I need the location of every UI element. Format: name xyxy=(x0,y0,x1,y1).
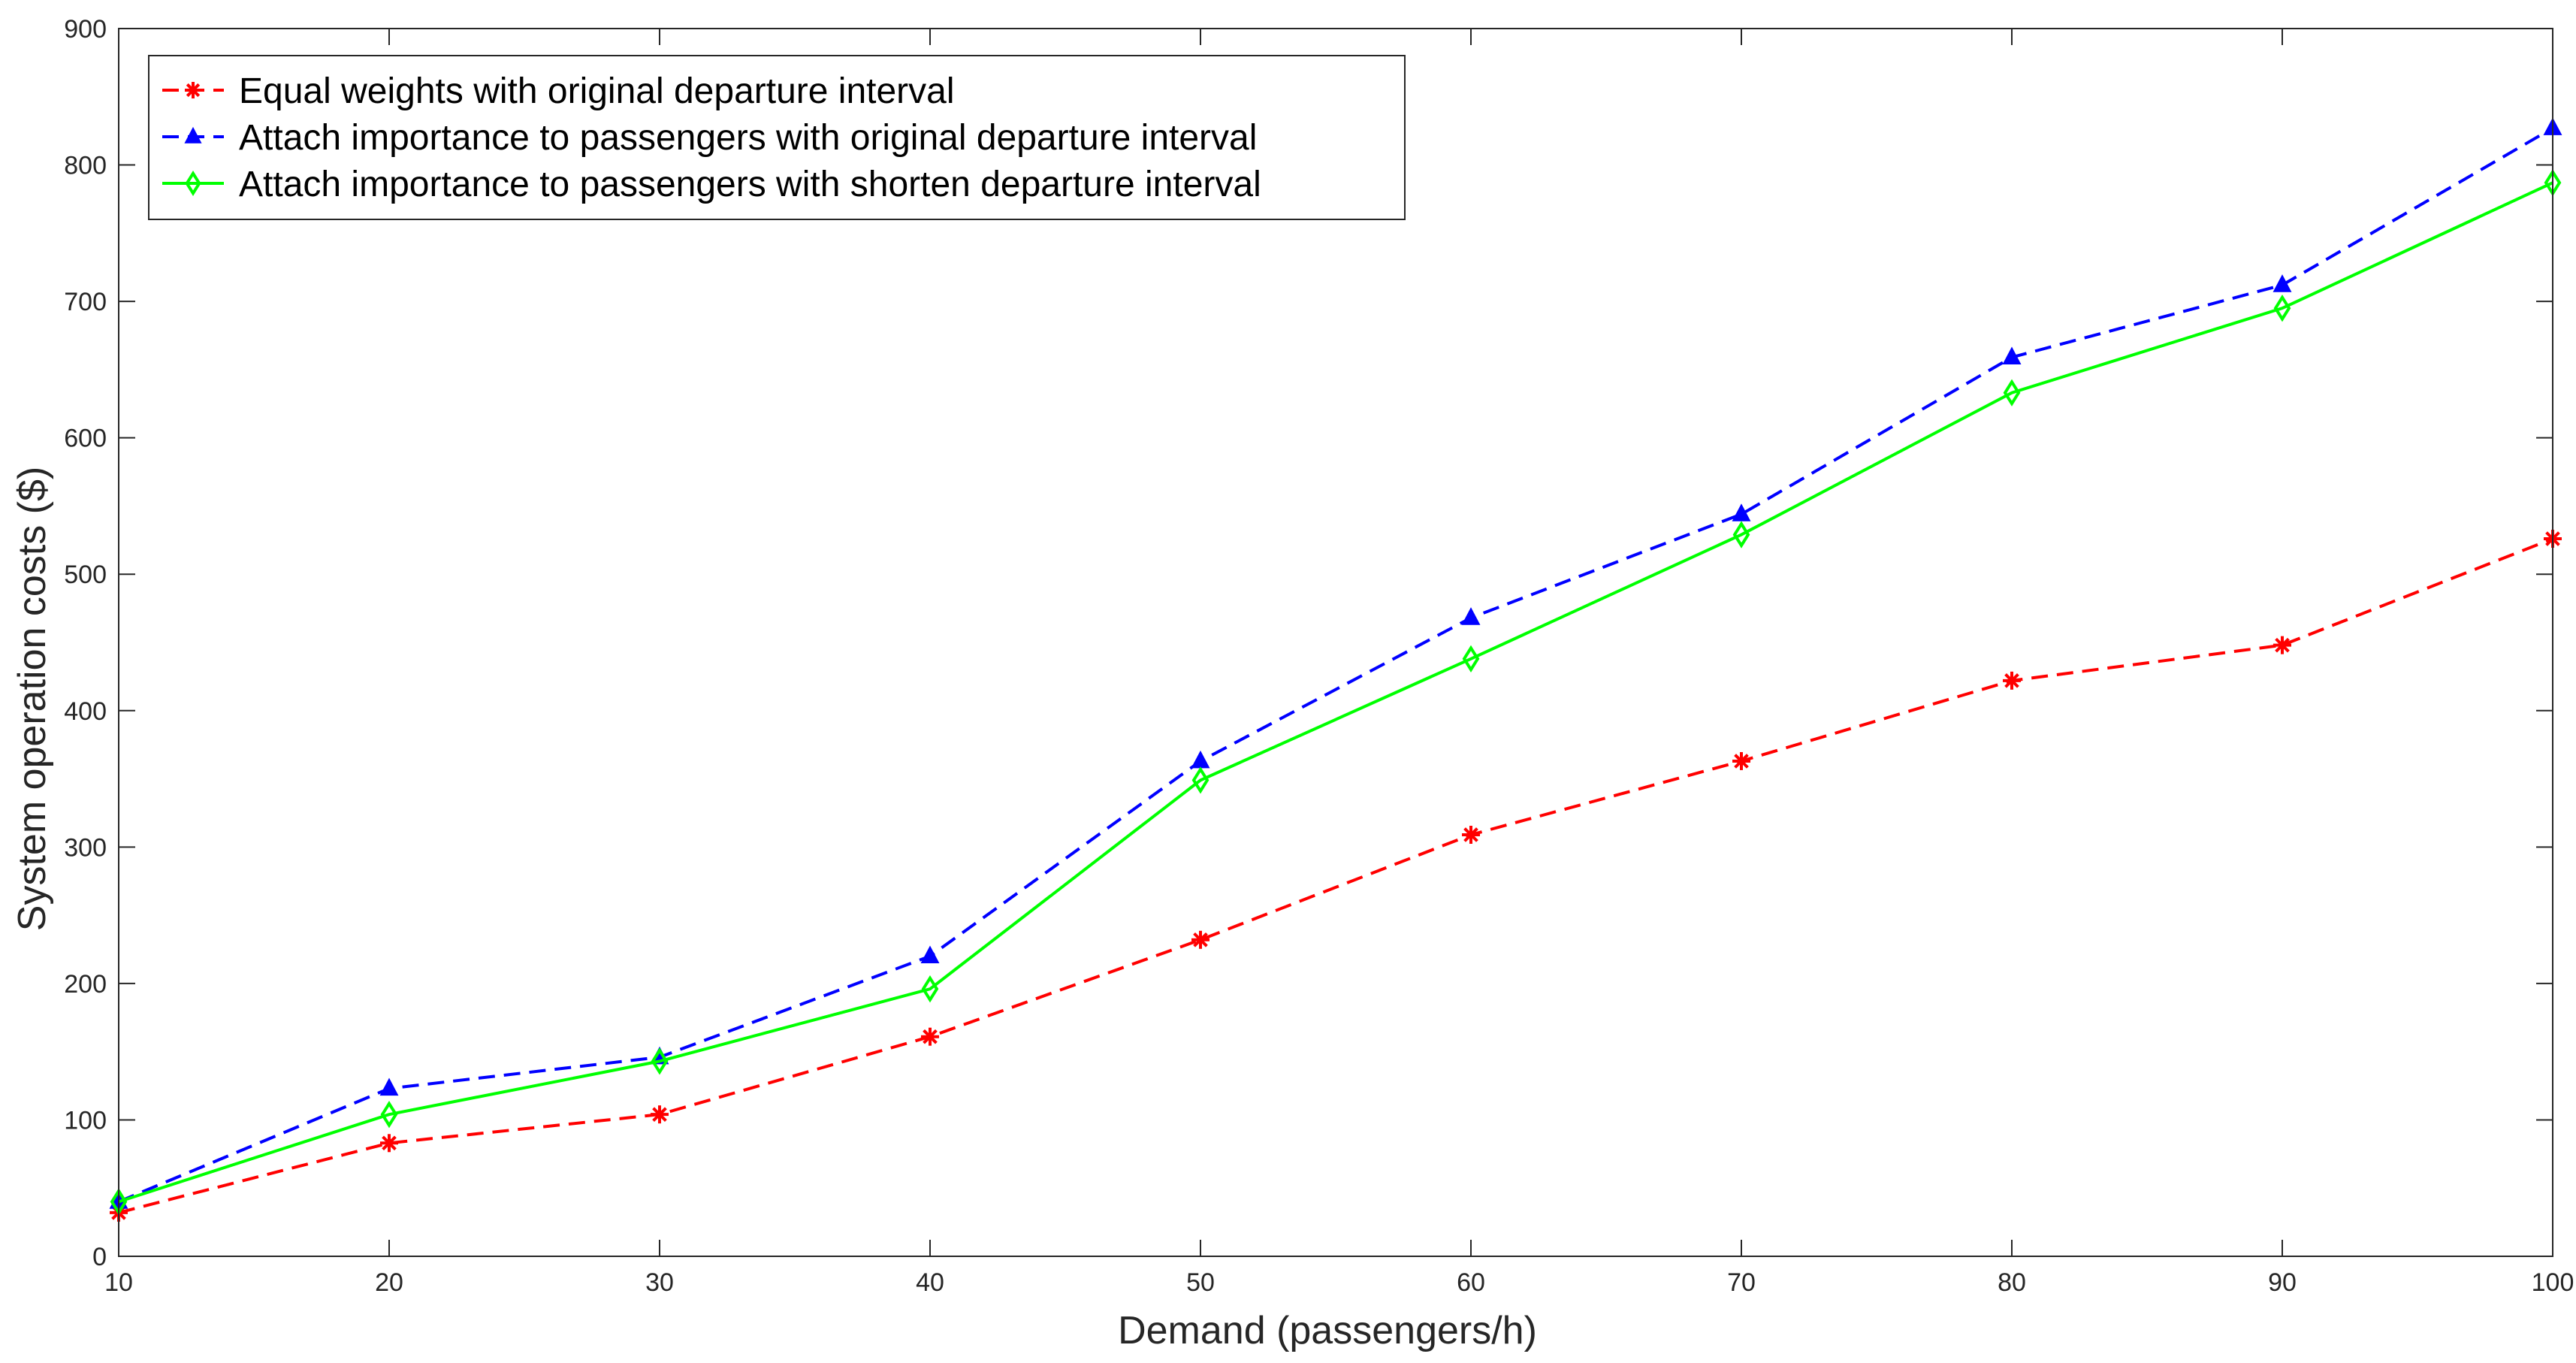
triangle-marker xyxy=(379,1077,399,1096)
diamond-marker xyxy=(185,171,201,196)
asterisk-marker xyxy=(2003,671,2021,690)
asterisk-marker xyxy=(2273,636,2291,654)
asterisk-marker xyxy=(380,1134,398,1153)
diamond-marker xyxy=(651,1047,669,1075)
y-tick-label: 900 xyxy=(64,15,107,44)
x-tick-label: 80 xyxy=(1998,1268,2026,1297)
x-tick-label: 50 xyxy=(1186,1268,1215,1297)
diamond-marker xyxy=(1732,521,1750,549)
asterisk-marker xyxy=(185,82,201,98)
diamond-marker xyxy=(380,1101,398,1129)
x-tick-label: 30 xyxy=(645,1268,674,1297)
y-tick-label: 600 xyxy=(64,425,107,453)
series-group xyxy=(110,168,2562,1216)
axes-layer: 10 20 30 40 50 60 70 80 90 100 0 100 200 300 400 500 600… xyxy=(64,15,2574,1297)
series-layer xyxy=(109,117,2562,1222)
y-tick-label: 0 xyxy=(92,1243,107,1271)
series-line xyxy=(118,126,2554,1204)
y-tick-label: 300 xyxy=(64,833,107,862)
asterisk-marker xyxy=(1732,751,1750,770)
diamond-marker xyxy=(1462,645,1480,672)
asterisk-marker xyxy=(921,1027,939,1046)
triangle-marker xyxy=(1461,607,1481,625)
x-tick-label: 40 xyxy=(916,1268,944,1297)
diamond-marker xyxy=(1191,766,1209,794)
y-tick-label: 400 xyxy=(64,697,107,726)
y-tick-label: 500 xyxy=(64,561,107,589)
series-line xyxy=(118,537,2553,1214)
legend-label: Attach importance to passengers with ori… xyxy=(239,118,1257,158)
x-tick-label: 20 xyxy=(375,1268,403,1297)
y-axis-label: System operation costs ($) xyxy=(11,467,54,931)
triangle-marker xyxy=(2002,346,2022,364)
triangle-marker xyxy=(1732,503,1751,521)
x-tick-label: 60 xyxy=(1457,1268,1485,1297)
y-tick-label: 700 xyxy=(64,288,107,316)
x-tick-label: 100 xyxy=(2532,1268,2574,1297)
axes-box xyxy=(118,28,2553,1257)
legend-label: Attach importance to passengers with sho… xyxy=(239,165,1261,204)
y-tick-label: 800 xyxy=(64,152,107,180)
y-tick-label: 100 xyxy=(64,1106,107,1135)
series-group xyxy=(110,530,2562,1222)
x-tick-label: 10 xyxy=(104,1268,133,1297)
x-tick-label: 70 xyxy=(1727,1268,1756,1297)
triangle-marker xyxy=(184,126,202,144)
y-tick-label: 200 xyxy=(64,970,107,999)
x-axis-label: Demand (passengers/h) xyxy=(1118,1309,1537,1352)
diamond-marker xyxy=(921,975,939,1003)
triangle-marker xyxy=(920,945,940,963)
legend-box xyxy=(148,55,1406,220)
asterisk-marker xyxy=(1462,825,1480,844)
x-tick-label: 90 xyxy=(2268,1268,2297,1297)
legend-label: Equal weights with original departure in… xyxy=(239,71,955,111)
diamond-marker xyxy=(2273,295,2291,322)
asterisk-marker xyxy=(1191,930,1209,949)
plot-area xyxy=(119,29,2553,1256)
legend: Equal weights with original departure in… xyxy=(148,55,1406,220)
series-line xyxy=(118,181,2553,1204)
asterisk-marker xyxy=(651,1105,669,1124)
plot-background xyxy=(119,29,2553,1256)
triangle-marker xyxy=(2272,274,2292,292)
diamond-marker xyxy=(2003,379,2021,406)
